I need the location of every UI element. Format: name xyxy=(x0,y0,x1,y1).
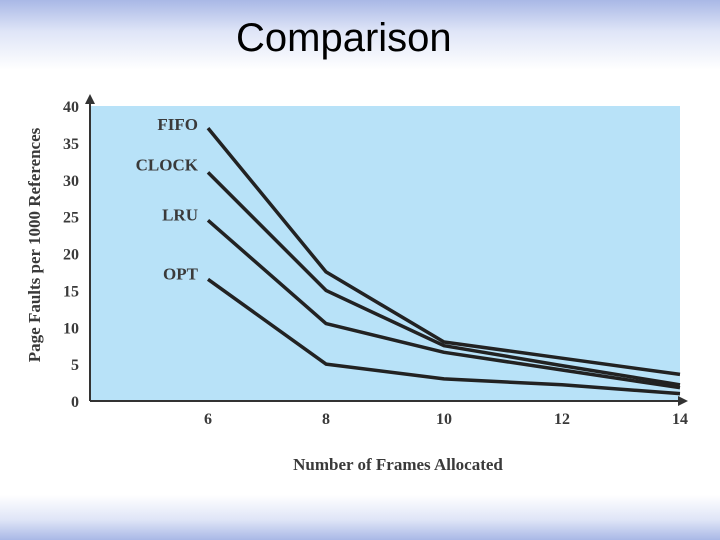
series-label-clock: CLOCK xyxy=(136,155,199,174)
top-gradient-band xyxy=(0,0,720,70)
series-line-clock xyxy=(206,171,681,387)
plot-background xyxy=(90,106,680,401)
bottom-gradient-band xyxy=(0,495,720,540)
series-label-opt: OPT xyxy=(163,264,199,283)
y-axis-arrow xyxy=(85,94,95,104)
y-tick-label: 30 xyxy=(63,173,79,190)
series-label-fifo: FIFO xyxy=(157,115,198,134)
x-axis-title: Number of Frames Allocated xyxy=(293,455,503,474)
series-line-lru xyxy=(206,218,681,390)
y-tick-label: 25 xyxy=(63,210,79,227)
y-tick-label: 20 xyxy=(63,247,79,264)
series-line-opt xyxy=(206,277,681,396)
y-tick-label: 15 xyxy=(63,283,79,300)
y-tick-label: 40 xyxy=(63,99,79,116)
x-axis-arrow xyxy=(678,396,688,406)
x-tick-label: 14 xyxy=(672,411,688,428)
x-tick-label: 8 xyxy=(322,411,330,428)
x-tick-label: 12 xyxy=(554,411,570,428)
label-layer: 0 5 10 15 20 25 30 35 40 6 8 10 12 14 FIFO CLOCK LRU OPT xyxy=(63,99,688,428)
x-tick-label: 6 xyxy=(204,411,212,428)
y-tick-label: 5 xyxy=(71,357,79,374)
series-layer xyxy=(206,126,681,396)
series-label-lru: LRU xyxy=(162,205,198,224)
y-tick-label: 0 xyxy=(71,394,79,411)
series-line-fifo xyxy=(206,126,681,377)
slide-title: Comparison xyxy=(236,16,452,60)
x-tick-label: 10 xyxy=(436,411,452,428)
axis-layer xyxy=(85,94,688,406)
y-axis-title: Page Faults per 1000 References xyxy=(25,127,44,362)
y-tick-label: 35 xyxy=(63,136,79,153)
y-tick-label: 10 xyxy=(63,320,79,337)
